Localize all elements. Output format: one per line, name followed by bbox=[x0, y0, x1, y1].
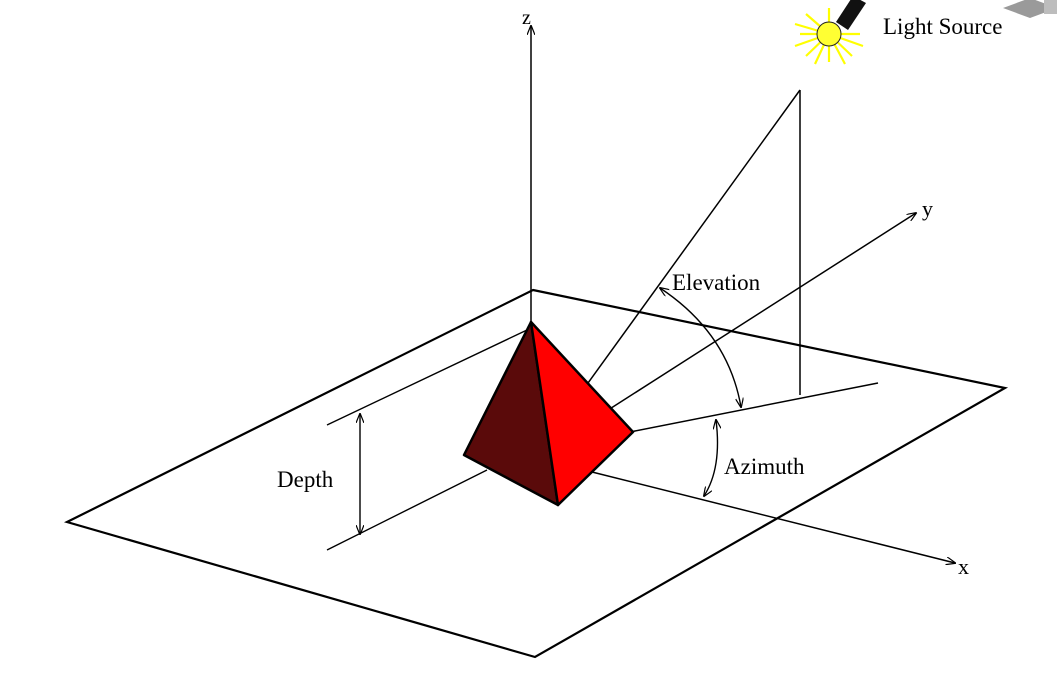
bulb bbox=[816, 21, 842, 47]
elevation-arc bbox=[660, 288, 741, 407]
x-axis-label: x bbox=[958, 554, 969, 579]
lamp-housing bbox=[836, 0, 866, 30]
depth-label: Depth bbox=[277, 467, 334, 492]
x-axis bbox=[591, 471, 955, 563]
light-source-label: Light Source bbox=[883, 14, 1002, 39]
pyramid-light-face bbox=[529, 320, 635, 507]
light-bulb-icon bbox=[794, 0, 866, 65]
corner-cube-graphic bbox=[1003, 0, 1057, 18]
depth-guide-bottom bbox=[326, 469, 488, 551]
ground-plane bbox=[63, 288, 1009, 659]
y-axis-label: y bbox=[922, 196, 933, 221]
elevation-label: Elevation bbox=[672, 270, 761, 295]
azimuth-arc bbox=[704, 420, 718, 496]
light-ray-line bbox=[587, 89, 801, 384]
pyramid bbox=[462, 320, 635, 507]
depth-guide-top bbox=[326, 329, 528, 426]
azimuth-direction-line bbox=[629, 382, 879, 433]
y-axis bbox=[604, 213, 916, 413]
z-axis-label: z bbox=[522, 7, 531, 29]
azimuth-label: Azimuth bbox=[724, 454, 805, 479]
